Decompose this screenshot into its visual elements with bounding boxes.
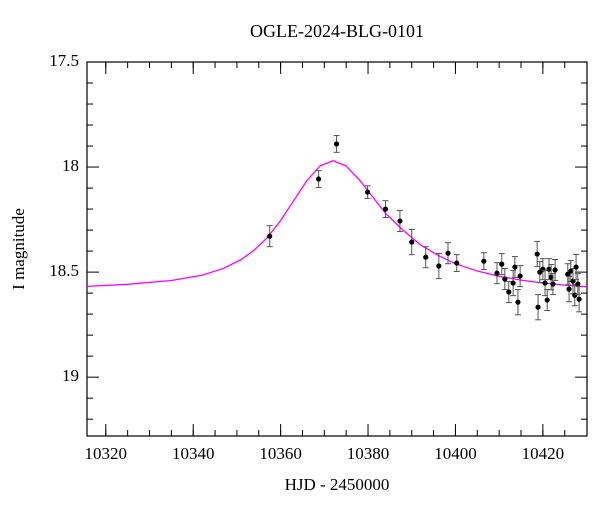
data-point bbox=[573, 264, 579, 270]
data-point bbox=[499, 261, 505, 267]
data-point bbox=[544, 297, 550, 303]
data-point bbox=[333, 141, 340, 147]
data-point bbox=[454, 260, 460, 266]
data-point bbox=[316, 176, 322, 182]
x-tick-label: 10320 bbox=[85, 444, 128, 463]
data-point bbox=[364, 189, 371, 195]
data-point bbox=[445, 250, 451, 256]
data-point bbox=[506, 289, 512, 295]
data-point bbox=[510, 280, 516, 286]
data-point bbox=[546, 266, 552, 272]
y-axis-label: I magnitude bbox=[9, 208, 28, 290]
y-tick-label: 18 bbox=[62, 156, 79, 175]
data-point bbox=[576, 296, 582, 302]
y-tick-label: 19 bbox=[62, 366, 79, 385]
data-point bbox=[512, 264, 518, 270]
data-point bbox=[267, 233, 273, 239]
data-point bbox=[409, 239, 415, 245]
model-curve bbox=[86, 160, 588, 288]
y-tick-label: 17.5 bbox=[49, 51, 79, 70]
data-point bbox=[568, 268, 574, 274]
data-point bbox=[502, 276, 508, 282]
data-point bbox=[494, 270, 500, 276]
plot-frame bbox=[86, 61, 588, 437]
x-axis-label: HJD - 2450000 bbox=[285, 475, 390, 494]
data-point bbox=[423, 254, 429, 260]
data-point bbox=[515, 299, 521, 305]
data-point bbox=[566, 286, 572, 292]
data-point bbox=[572, 292, 578, 298]
data-point bbox=[481, 258, 487, 264]
data-point bbox=[542, 280, 548, 286]
x-tick-label: 10360 bbox=[259, 444, 302, 463]
x-tick-label: 10340 bbox=[172, 444, 215, 463]
data-point bbox=[534, 251, 540, 257]
x-tick-label: 10420 bbox=[522, 444, 565, 463]
data-point bbox=[575, 281, 581, 287]
data-point bbox=[535, 304, 541, 310]
x-tick-label: 10380 bbox=[347, 444, 390, 463]
x-tick-label: 10400 bbox=[434, 444, 477, 463]
data-point bbox=[552, 267, 558, 273]
y-tick-label: 18.5 bbox=[49, 261, 79, 280]
data-point bbox=[517, 273, 523, 279]
chart-title: OGLE-2024-BLG-0101 bbox=[250, 21, 424, 41]
data-point bbox=[436, 263, 442, 269]
data-point bbox=[550, 281, 556, 287]
data-point bbox=[382, 206, 389, 212]
data-point bbox=[397, 218, 403, 224]
